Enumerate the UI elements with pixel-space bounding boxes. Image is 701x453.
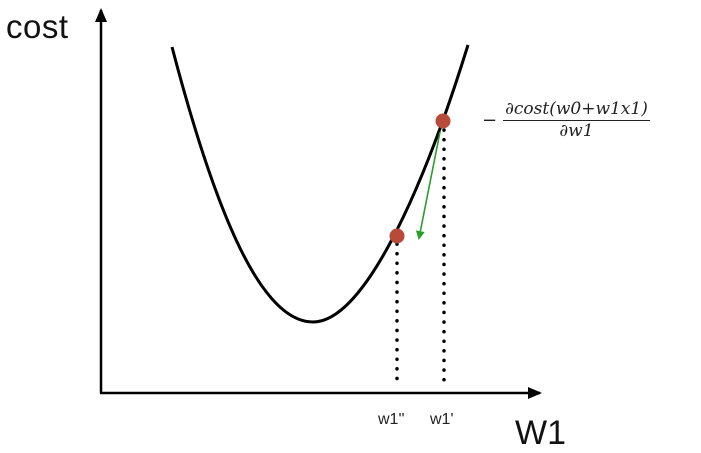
formula-denominator: ∂w1 — [559, 121, 594, 141]
point-w1-prime — [435, 113, 451, 129]
cost-curve — [170, 44, 470, 324]
formula-numerator: ∂cost(w0+w1x1) — [503, 99, 650, 121]
y-axis-label: cost — [6, 8, 69, 45]
formula-sign: − — [482, 110, 498, 131]
gradient-formula: − ∂cost(w0+w1x1) ∂w1 — [482, 100, 650, 141]
point-w1-double-prime — [389, 228, 405, 244]
x-axis-label: W1 — [515, 414, 566, 452]
tick-label-w1-prime: w1' — [430, 411, 454, 428]
formula-fraction: ∂cost(w0+w1x1) ∂w1 — [503, 100, 650, 141]
gradient-step-arrow — [415, 131, 441, 240]
tick-label-w1-double-prime: w1'' — [378, 411, 405, 428]
